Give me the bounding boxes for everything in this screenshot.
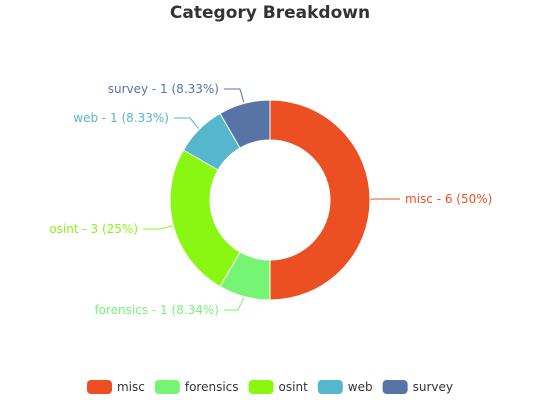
legend-swatch-osint — [248, 380, 274, 394]
leader-line-osint — [143, 225, 173, 230]
legend-swatch-forensics — [154, 380, 180, 394]
slice-label-osint: osint - 3 (25%) — [49, 222, 138, 236]
legend-item-misc[interactable]: misc — [86, 380, 145, 394]
legend-item-forensics[interactable]: forensics — [154, 380, 239, 394]
legend-label-misc: misc — [117, 380, 145, 394]
slice-survey[interactable] — [219, 99, 271, 149]
chart-title: Category Breakdown — [169, 3, 371, 23]
legend-label-web: web — [348, 380, 373, 394]
leader-line-misc — [370, 198, 400, 201]
slices-group — [169, 99, 371, 301]
slice-labels-group: misc - 6 (50%) forensics - 1 (8.34%) osint… — [49, 82, 492, 317]
leader-line-web — [174, 117, 199, 129]
legend-label-survey: survey — [413, 380, 453, 394]
slice-misc[interactable] — [269, 99, 371, 301]
legend-swatch-survey — [382, 380, 408, 394]
leader-line-forensics — [224, 297, 245, 311]
legend-item-survey[interactable]: survey — [382, 380, 453, 394]
slice-label-misc: misc - 6 (50%) — [405, 192, 492, 206]
legend-item-osint[interactable]: osint — [248, 380, 309, 394]
legend-swatch-misc — [86, 380, 112, 394]
slice-label-forensics: forensics - 1 (8.34%) — [94, 303, 219, 317]
slice-osint[interactable] — [169, 149, 241, 288]
slice-label-web: web - 1 (8.33%) — [73, 111, 169, 125]
slice-label-survey: survey - 1 (8.33%) — [108, 82, 219, 96]
leader-line-survey — [224, 88, 245, 103]
legend-swatch-web — [317, 380, 343, 394]
legend-item-web[interactable]: web — [317, 380, 373, 394]
legend: misc forensics osint web survey — [86, 380, 453, 394]
legend-label-osint: osint — [279, 380, 309, 394]
legend-label-forensics: forensics — [185, 380, 239, 394]
leader-lines-group — [143, 88, 400, 311]
